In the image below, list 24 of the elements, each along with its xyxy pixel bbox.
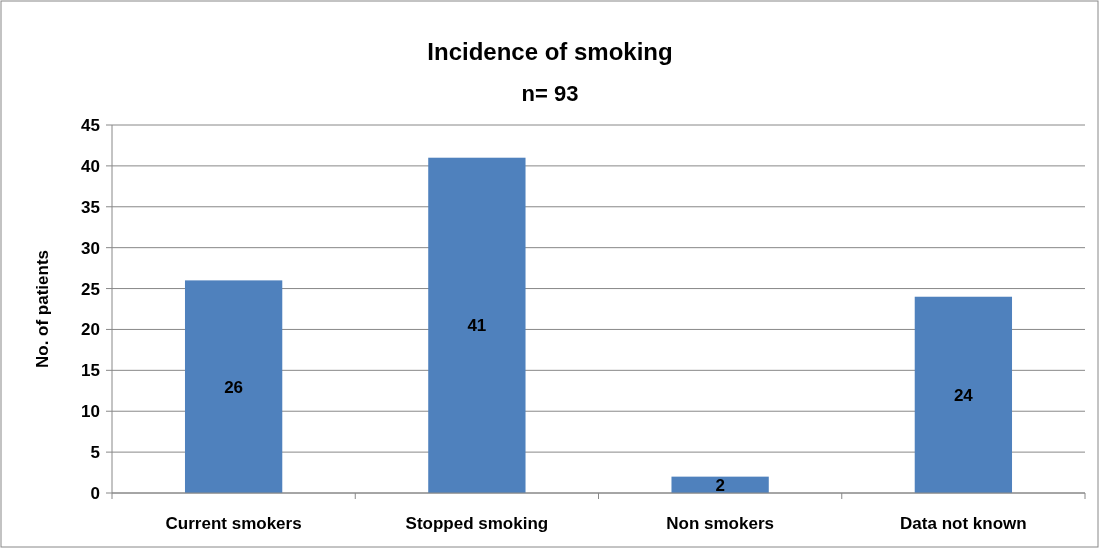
y-tick-label: 25 xyxy=(81,279,100,299)
y-tick-label: 0 xyxy=(90,484,100,503)
x-tick-label: Current smokers xyxy=(165,514,302,533)
data-label: 2 xyxy=(715,475,725,495)
x-tick-label: Stopped smoking xyxy=(405,514,549,533)
data-label: 26 xyxy=(224,377,244,397)
bar xyxy=(428,157,526,493)
chart-title: Incidence of smoking xyxy=(427,38,673,65)
y-tick-label: 40 xyxy=(81,156,100,176)
chart-subtitle: n= 93 xyxy=(521,81,579,106)
y-tick-label: 45 xyxy=(81,116,100,135)
y-tick-label: 30 xyxy=(81,238,100,258)
y-tick-label: 15 xyxy=(81,361,100,381)
y-axis-title: No. of patients xyxy=(33,249,52,369)
bar xyxy=(914,296,1013,493)
data-label: 41 xyxy=(467,316,487,336)
bar xyxy=(184,280,283,493)
y-tick-label: 20 xyxy=(81,320,100,340)
y-tick-label: 5 xyxy=(90,443,100,463)
x-tick-label: Data not known xyxy=(900,514,1027,533)
data-label: 24 xyxy=(953,385,974,405)
y-tick-label: 35 xyxy=(81,197,100,217)
x-tick-label: Non smokers xyxy=(666,514,774,533)
y-tick-label: 10 xyxy=(81,402,100,422)
